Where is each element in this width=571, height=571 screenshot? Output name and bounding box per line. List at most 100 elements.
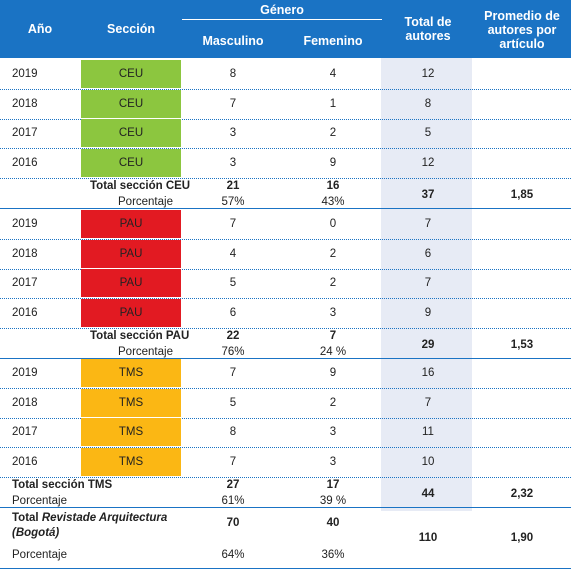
male-cell: 7 [229,455,237,468]
year-cell: 2019 [12,68,38,80]
percentage-label: Porcentaje [118,196,173,208]
section-avg-authors: 2,32 [510,488,534,500]
grand-female-total: 40 [326,517,340,529]
header-section: Sección [107,22,155,36]
female-cell: 2 [329,247,337,260]
row-divider [0,388,571,389]
total-authors-cell: 7 [424,218,432,230]
section-badge: CEU [81,148,181,177]
section-total-authors: 44 [421,488,435,500]
grand-percentage-label: Porcentaje [12,549,67,561]
male-total: 27 [226,479,240,491]
male-cell: 4 [229,247,237,260]
row-divider [0,476,571,478]
total-authors-cell: 12 [421,156,435,169]
table-bottom-border [0,568,571,569]
total-authors-cell: 11 [422,426,434,438]
total-authors-cell: 6 [424,247,432,260]
male-percentage: 76% [221,346,245,358]
female-cell: 1 [329,97,337,110]
grand-male-percentage: 64% [221,549,245,561]
section-badge: PAU [81,269,181,297]
header-gender: Género [260,3,304,17]
row-divider [0,447,571,448]
grand-male-total: 70 [226,517,240,529]
male-cell: 8 [229,68,237,80]
year-cell: 2016 [12,306,38,319]
section-badge: CEU [81,89,181,118]
section-divider [0,507,571,508]
female-percentage: 43% [321,196,345,208]
year-cell: 2019 [12,218,38,230]
row-divider [0,417,571,419]
year-cell: 2016 [12,156,38,169]
year-cell: 2018 [12,396,38,409]
total-authors-cell: 9 [424,306,432,319]
total-authors-cell: 7 [424,396,432,409]
row-divider [0,298,571,299]
row-divider [0,89,571,90]
section-badge: TMS [81,447,181,476]
gender-divider [182,19,382,20]
row-divider [0,118,571,120]
section-avg-authors: 1,85 [510,189,534,201]
female-percentage: 24 % [319,346,347,358]
male-cell: 3 [229,127,237,139]
section-avg-authors: 1,53 [510,339,534,351]
section-badge: PAU [81,210,181,238]
section-total-authors: 37 [421,189,435,201]
grand-total-label: Total Revistade Arquitectura (Bogotá) [12,512,168,539]
female-total: 7 [329,330,337,342]
male-cell: 8 [229,426,237,438]
male-cell: 3 [229,156,237,169]
section-badge: TMS [81,388,181,417]
year-cell: 2017 [12,127,38,139]
male-cell: 7 [229,97,237,110]
year-cell: 2018 [12,247,38,260]
female-cell: 4 [329,68,337,80]
section-badge: PAU [81,298,181,327]
section-total-label: Total sección TMS [12,479,113,491]
section-total-label: Total sección CEU [90,180,191,192]
male-cell: 7 [229,367,237,379]
grand-avg-authors: 1,90 [510,532,534,544]
total-authors-column-highlight [381,58,472,511]
total-authors-cell: 16 [421,367,435,379]
male-total: 22 [226,330,240,342]
female-cell: 3 [329,455,337,468]
male-cell: 7 [229,218,237,230]
row-divider [0,239,571,240]
section-badge: TMS [81,418,181,446]
grand-total-authors: 110 [418,532,438,544]
header-year: Año [27,22,53,36]
row-divider [0,177,571,179]
total-authors-cell: 12 [421,68,435,80]
section-badge: CEU [81,60,181,88]
female-total: 17 [326,479,340,491]
header-avg-authors: Promedio de autores por artículo [484,9,560,51]
total-authors-cell: 5 [424,127,432,139]
header-female: Femenino [303,34,363,48]
percentage-label: Porcentaje [12,495,67,507]
section-divider [0,208,571,209]
year-cell: 2016 [12,455,38,468]
section-total-authors: 29 [421,339,435,351]
year-cell: 2018 [12,97,38,110]
female-cell: 2 [329,277,337,289]
section-badge: TMS [81,359,181,387]
header-male: Masculino [202,34,264,48]
male-cell: 5 [229,396,237,409]
male-percentage: 61% [221,495,245,507]
row-divider [0,268,571,270]
female-cell: 9 [329,367,337,379]
grand-female-percentage: 36% [321,549,345,561]
female-cell: 2 [329,127,337,139]
male-cell: 6 [229,306,237,319]
female-total: 16 [326,180,340,192]
female-percentage: 39 % [319,495,347,507]
section-badge: CEU [81,119,181,147]
table-header: Año Sección Género Masculino Femenino To… [0,0,571,58]
female-cell: 3 [329,426,337,438]
year-cell: 2019 [12,367,38,379]
female-cell: 2 [329,396,337,409]
